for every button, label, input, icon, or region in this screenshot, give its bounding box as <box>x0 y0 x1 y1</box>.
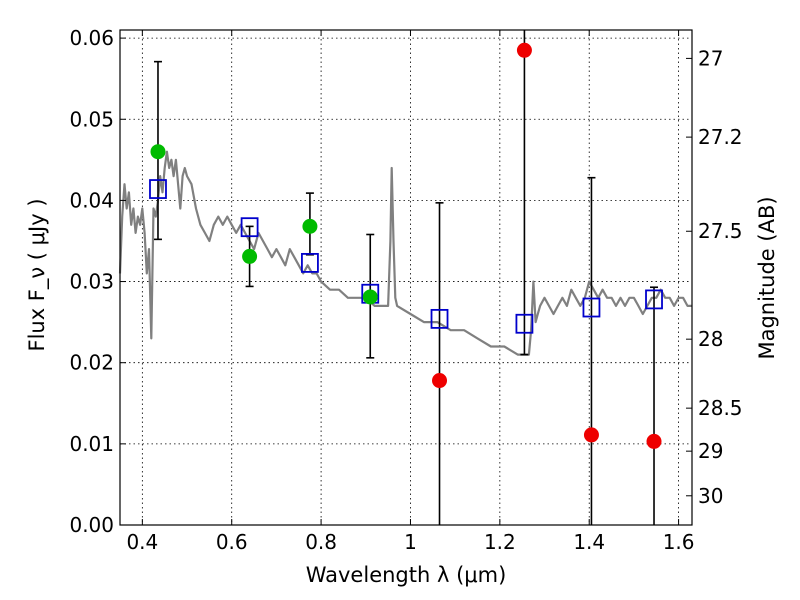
model-point <box>515 313 534 334</box>
upper-limit-point <box>583 427 599 443</box>
model-point <box>645 289 663 310</box>
detection-point <box>302 218 318 234</box>
model-point <box>149 179 167 199</box>
detection-point <box>362 289 378 305</box>
right-axis-title: Magnitude (AB) <box>755 196 779 359</box>
model-point <box>301 252 319 273</box>
y-tick-label: 0.03 <box>69 270 114 294</box>
x-tick-label: 0.6 <box>216 530 248 554</box>
right-tick-label: 29 <box>698 439 723 463</box>
data-points <box>149 42 663 449</box>
model-spectrum <box>118 150 692 356</box>
y-tick-label: 0.06 <box>69 26 114 50</box>
y-tick-label: 0.02 <box>69 351 114 375</box>
axis-ticks <box>120 30 692 526</box>
x-tick-label: 1 <box>404 530 417 554</box>
detection-point <box>150 144 166 160</box>
right-tick-label: 27 <box>698 46 723 70</box>
grid <box>120 30 692 525</box>
right-tick-label: 27.2 <box>698 125 743 149</box>
x-tick-label: 0.8 <box>305 530 337 554</box>
detection-point <box>242 248 258 264</box>
right-tick-label: 30 <box>698 484 723 508</box>
x-tick-label: 0.4 <box>126 530 158 554</box>
tick-labels: 0.4 0.6 0.8 1 1.2 1.4 1.6 0.00 0.01 0.02 0.03 0.04 0… <box>69 26 742 554</box>
right-tick-label: 27.5 <box>698 219 743 243</box>
upper-limit-point <box>432 373 448 389</box>
model-point <box>430 308 449 329</box>
spectrum-line <box>118 150 692 356</box>
x-tick-label: 1.6 <box>663 530 695 554</box>
y-tick-label: 0.04 <box>69 188 114 212</box>
right-tick-label: 28 <box>698 327 723 351</box>
x-tick-label: 1.4 <box>573 530 605 554</box>
model-point <box>582 297 601 318</box>
right-tick-label: 28.5 <box>698 396 743 420</box>
upper-limit-point <box>516 42 532 58</box>
y-axis-title: Flux F_ν ( μJy ) <box>25 198 50 351</box>
model-point <box>240 217 259 238</box>
upper-limit-point <box>646 433 662 449</box>
x-tick-label: 1.2 <box>484 530 516 554</box>
x-axis-title: Wavelength λ (μm) <box>306 563 507 587</box>
plot-frame <box>119 29 693 526</box>
y-tick-label: 0.01 <box>69 432 114 456</box>
y-tick-label: 0.00 <box>69 513 114 537</box>
y-tick-label: 0.05 <box>69 107 114 131</box>
